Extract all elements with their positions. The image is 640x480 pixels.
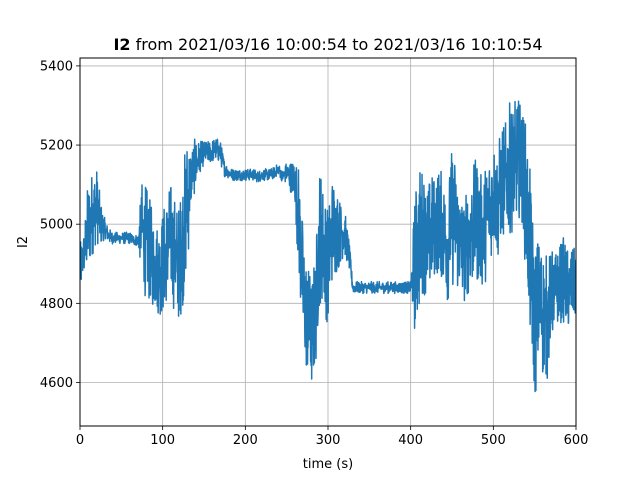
x-axis-label: time (s) [303, 457, 353, 472]
chart-title-rest: from 2021/03/16 10:00:54 to 2021/03/16 1… [131, 35, 543, 54]
x-tick-label: 400 [398, 433, 423, 448]
plot-area [80, 100, 576, 393]
x-tick-label: 100 [150, 433, 175, 448]
series-line [80, 100, 576, 393]
y-axis-label: I2 [16, 236, 31, 248]
x-ticks: 0 100 200 300 400 500 600 [76, 426, 589, 448]
y-tick-label: 5000 [40, 218, 73, 233]
x-tick-label: 200 [233, 433, 258, 448]
y-tick-label: 4800 [40, 297, 73, 312]
x-tick-label: 500 [481, 433, 506, 448]
chart-title-bold: I2 [113, 35, 130, 54]
x-tick-label: 300 [316, 433, 341, 448]
y-tick-label: 4600 [40, 376, 73, 391]
y-tick-label: 5400 [40, 59, 73, 74]
y-ticks: 4600 4800 5000 5200 5400 [40, 59, 80, 391]
y-tick-label: 5200 [40, 139, 73, 154]
x-tick-label: 600 [564, 433, 589, 448]
x-tick-label: 0 [76, 433, 84, 448]
chart-title: I2 from 2021/03/16 10:00:54 to 2021/03/1… [113, 35, 542, 54]
